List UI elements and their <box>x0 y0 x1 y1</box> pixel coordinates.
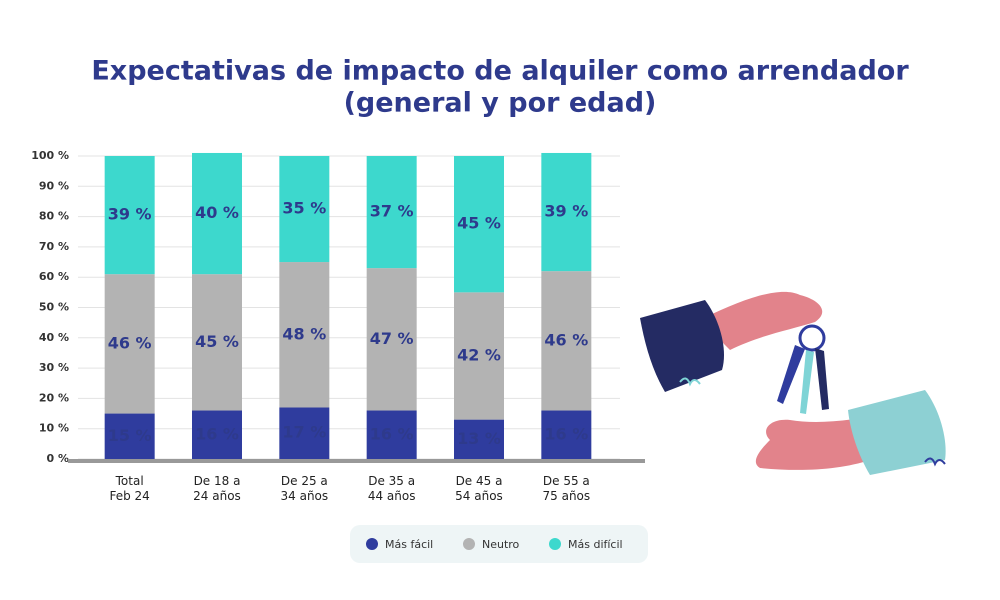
value-label: 39 % <box>544 202 588 221</box>
value-label: 42 % <box>457 345 501 364</box>
x-tick-label: De 18 a 24 años <box>193 474 241 503</box>
value-label: 45 % <box>457 214 501 233</box>
y-tick-label: 60 % <box>39 270 69 283</box>
bar-segment <box>454 292 504 420</box>
y-tick-label: 20 % <box>39 391 69 404</box>
value-label: 35 % <box>282 199 326 218</box>
legend-label: Más fácil <box>385 538 433 551</box>
bar-segment <box>192 410 242 459</box>
y-tick-label: 50 % <box>39 301 69 314</box>
bar-segment <box>104 274 155 414</box>
value-label: 16 % <box>195 424 239 443</box>
y-tick-label: 10 % <box>39 422 69 435</box>
bar-segment <box>366 156 417 269</box>
legend-swatch <box>463 538 475 550</box>
bar-segment <box>192 274 242 411</box>
legend-box <box>350 525 648 563</box>
bar-segment <box>366 268 417 411</box>
y-tick-label: 80 % <box>39 210 69 223</box>
value-label: 16 % <box>544 424 588 443</box>
value-label: 39 % <box>108 205 152 224</box>
value-label: 46 % <box>108 333 152 352</box>
bar-segment <box>541 152 592 272</box>
legend-label: Neutro <box>482 538 520 551</box>
bar-segment <box>454 156 504 293</box>
y-tick-label: 90 % <box>39 179 69 192</box>
value-label: 47 % <box>370 329 414 348</box>
bar-segment <box>279 262 330 408</box>
bar-segment <box>104 156 155 275</box>
legend-swatch <box>366 538 378 550</box>
value-label: 48 % <box>282 324 326 343</box>
y-tick-label: 100 % <box>31 149 69 162</box>
x-tick-label: De 25 a 34 años <box>280 474 329 503</box>
bar-segment <box>541 271 592 411</box>
legend-label: Más difícil <box>568 538 623 551</box>
x-tick-label: Total Feb 24 <box>109 474 150 503</box>
value-label: 37 % <box>370 202 414 221</box>
bar-segment <box>279 407 330 459</box>
y-tick-label: 0 % <box>46 452 69 465</box>
illustration <box>640 291 946 475</box>
y-tick-label: 40 % <box>39 331 69 344</box>
bar-segment <box>192 152 242 275</box>
x-tick-label: De 45 a 54 años <box>455 474 503 503</box>
value-label: 46 % <box>544 330 588 349</box>
legend-swatch <box>549 538 561 550</box>
bar-segment <box>541 410 592 459</box>
chart-subtitle: (general y por edad) <box>344 88 657 119</box>
bar-segment <box>454 419 504 459</box>
value-label: 45 % <box>195 332 239 351</box>
y-tick-label: 30 % <box>39 361 69 374</box>
bar-segment <box>279 156 330 263</box>
value-label: 13 % <box>457 429 501 448</box>
value-label: 40 % <box>195 203 239 222</box>
bar-segment <box>104 413 155 459</box>
x-tick-label: De 55 a 75 años <box>542 474 591 503</box>
value-label: 16 % <box>370 424 414 443</box>
x-tick-label: De 35 a 44 años <box>367 474 416 503</box>
bar-segment <box>366 410 417 459</box>
value-label: 17 % <box>282 423 326 442</box>
value-label: 15 % <box>108 426 152 445</box>
chart-title: Expectativas de impacto de alquiler como… <box>91 56 909 87</box>
y-tick-label: 70 % <box>39 240 69 253</box>
